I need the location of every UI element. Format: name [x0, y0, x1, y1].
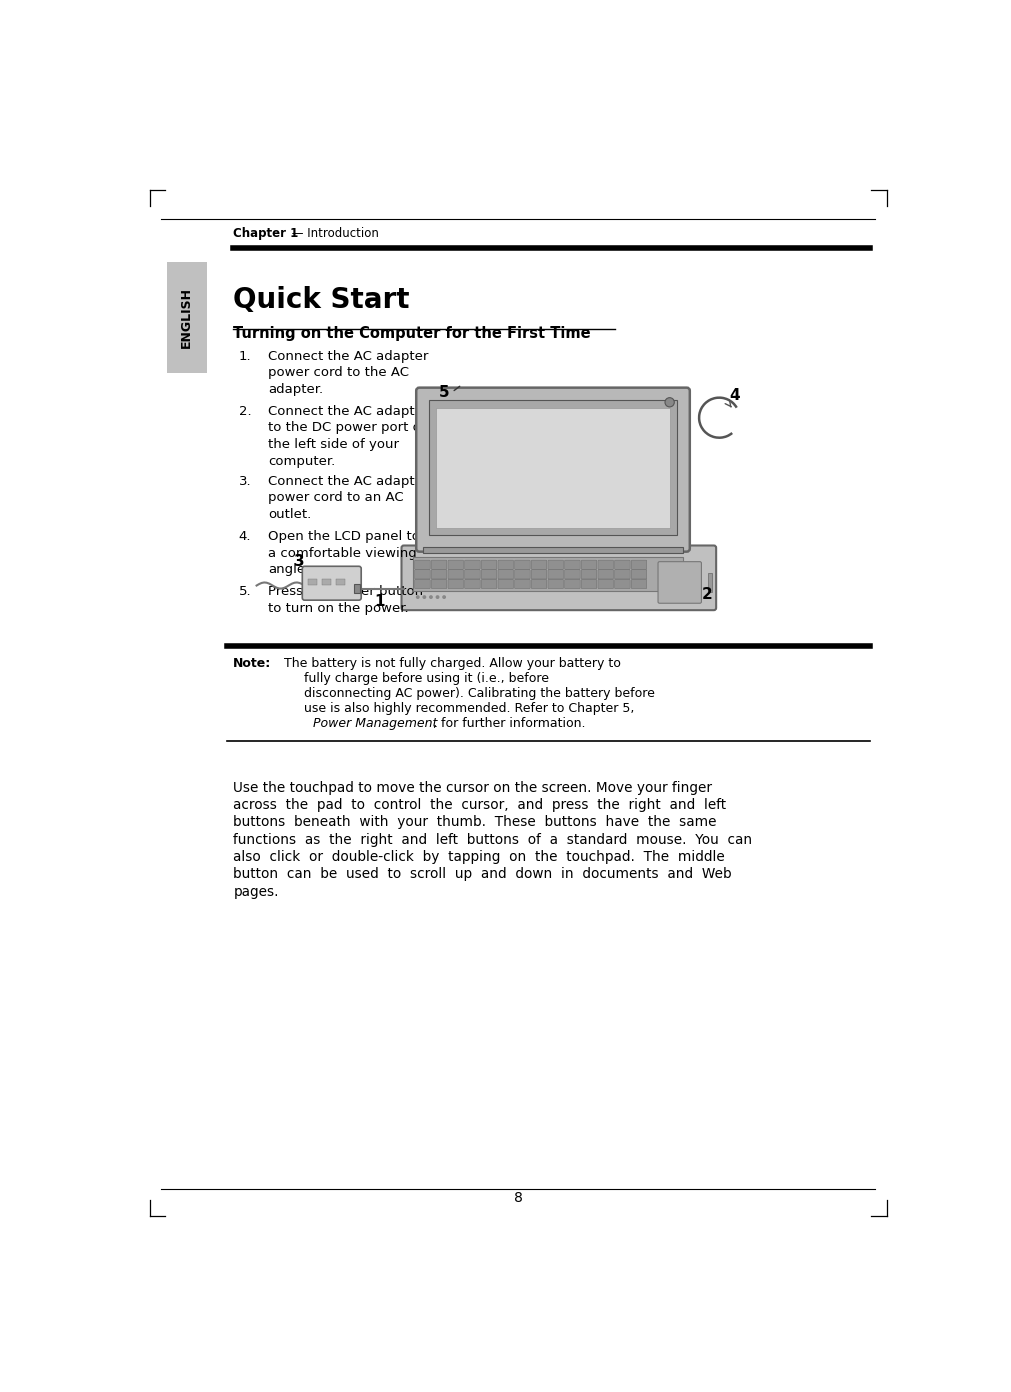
FancyBboxPatch shape [481, 569, 496, 579]
FancyBboxPatch shape [615, 560, 630, 569]
FancyBboxPatch shape [548, 579, 563, 589]
FancyBboxPatch shape [515, 560, 530, 569]
Text: Open the LCD panel to
a comfortable viewing
angle.: Open the LCD panel to a comfortable view… [268, 530, 421, 576]
Text: 1.: 1. [239, 349, 252, 362]
FancyBboxPatch shape [498, 579, 514, 589]
FancyBboxPatch shape [615, 569, 630, 579]
Text: 3: 3 [294, 554, 304, 568]
Text: 1: 1 [374, 593, 385, 608]
Text: buttons  beneath  with  your  thumb.  These  buttons  have  the  same: buttons beneath with your thumb. These b… [234, 816, 717, 830]
Text: Note:: Note: [234, 657, 272, 670]
Text: Connect the AC adapter
power cord to an AC
outlet.: Connect the AC adapter power cord to an … [268, 475, 429, 521]
Text: 4: 4 [729, 388, 740, 402]
FancyBboxPatch shape [415, 569, 430, 579]
Text: Quick Start: Quick Start [234, 287, 409, 315]
FancyBboxPatch shape [432, 569, 447, 579]
Text: Turning on the Computer for the First Time: Turning on the Computer for the First Ti… [234, 327, 591, 341]
FancyBboxPatch shape [631, 560, 647, 569]
Circle shape [665, 398, 674, 406]
Text: disconnecting AC power). Calibrating the battery before: disconnecting AC power). Calibrating the… [284, 686, 654, 700]
Circle shape [423, 596, 427, 599]
FancyBboxPatch shape [481, 579, 496, 589]
FancyBboxPatch shape [481, 560, 496, 569]
FancyBboxPatch shape [401, 546, 716, 610]
Text: 5.: 5. [239, 585, 252, 597]
Bar [429, 400, 677, 536]
Bar [167, 262, 207, 373]
Circle shape [442, 596, 446, 599]
Text: ENGLISH: ENGLISH [180, 287, 193, 348]
Bar [321, 579, 331, 585]
Text: Use the touchpad to move the cursor on the screen. Move your finger: Use the touchpad to move the cursor on t… [234, 781, 713, 795]
FancyBboxPatch shape [658, 561, 702, 603]
FancyBboxPatch shape [564, 569, 580, 579]
FancyBboxPatch shape [432, 579, 447, 589]
Bar [413, 557, 682, 592]
Text: 3.: 3. [239, 475, 252, 487]
Bar [336, 579, 345, 585]
FancyBboxPatch shape [448, 579, 463, 589]
Circle shape [429, 596, 433, 599]
Text: functions  as  the  right  and  left  buttons  of  a  standard  mouse.  You  can: functions as the right and left buttons … [234, 832, 752, 846]
FancyBboxPatch shape [581, 569, 596, 579]
Text: also  click  or  double-click  by  tapping  on  the  touchpad.  The  middle: also click or double-click by tapping on… [234, 851, 725, 864]
Bar [424, 547, 682, 553]
FancyBboxPatch shape [532, 560, 547, 569]
Text: 2: 2 [703, 586, 713, 601]
FancyBboxPatch shape [415, 579, 430, 589]
FancyBboxPatch shape [515, 569, 530, 579]
Text: button  can  be  used  to  scroll  up  and  down  in  documents  and  Web: button can be used to scroll up and down… [234, 867, 732, 881]
FancyBboxPatch shape [564, 579, 580, 589]
Text: Press the power button
to turn on the power.: Press the power button to turn on the po… [268, 585, 424, 614]
Text: use is also highly recommended. Refer to Chapter 5,: use is also highly recommended. Refer to… [284, 702, 634, 715]
Bar [307, 579, 317, 585]
FancyBboxPatch shape [631, 579, 647, 589]
FancyBboxPatch shape [532, 569, 547, 579]
FancyBboxPatch shape [465, 569, 480, 579]
FancyBboxPatch shape [498, 569, 514, 579]
Bar [354, 585, 361, 593]
FancyBboxPatch shape [598, 569, 614, 579]
Text: The battery is not fully charged. Allow your battery to: The battery is not fully charged. Allow … [284, 657, 621, 670]
FancyBboxPatch shape [532, 579, 547, 589]
Text: 8: 8 [514, 1192, 523, 1205]
FancyBboxPatch shape [631, 569, 647, 579]
Circle shape [436, 596, 440, 599]
Text: Connect the AC adapter
power cord to the AC
adapter.: Connect the AC adapter power cord to the… [268, 349, 429, 397]
FancyBboxPatch shape [515, 579, 530, 589]
Text: pages.: pages. [234, 885, 279, 899]
FancyBboxPatch shape [564, 560, 580, 569]
FancyBboxPatch shape [548, 569, 563, 579]
Text: Power Management: Power Management [313, 717, 438, 729]
FancyBboxPatch shape [581, 579, 596, 589]
FancyBboxPatch shape [448, 569, 463, 579]
FancyBboxPatch shape [465, 560, 480, 569]
FancyBboxPatch shape [548, 560, 563, 569]
Bar [708, 574, 713, 593]
Text: , for further information.: , for further information. [434, 717, 585, 729]
Text: fully charge before using it (i.e., before: fully charge before using it (i.e., befo… [284, 672, 549, 685]
Text: 4.: 4. [239, 530, 252, 543]
FancyBboxPatch shape [302, 567, 361, 600]
FancyBboxPatch shape [415, 560, 430, 569]
FancyBboxPatch shape [598, 579, 614, 589]
FancyBboxPatch shape [432, 560, 447, 569]
Text: Chapter 1: Chapter 1 [234, 227, 298, 241]
Bar [437, 408, 669, 528]
FancyBboxPatch shape [581, 560, 596, 569]
Circle shape [416, 596, 420, 599]
FancyBboxPatch shape [417, 387, 690, 551]
Text: 5: 5 [439, 384, 449, 400]
FancyBboxPatch shape [615, 579, 630, 589]
Text: 2.: 2. [239, 405, 252, 418]
Text: across  the  pad  to  control  the  cursor,  and  press  the  right  and  left: across the pad to control the cursor, an… [234, 798, 727, 812]
FancyBboxPatch shape [465, 579, 480, 589]
FancyBboxPatch shape [448, 560, 463, 569]
Text: — Introduction: — Introduction [287, 227, 378, 241]
FancyBboxPatch shape [498, 560, 514, 569]
FancyBboxPatch shape [598, 560, 614, 569]
Text: Connect the AC adapter
to the DC power port on
the left side of your
computer.: Connect the AC adapter to the DC power p… [268, 405, 430, 468]
